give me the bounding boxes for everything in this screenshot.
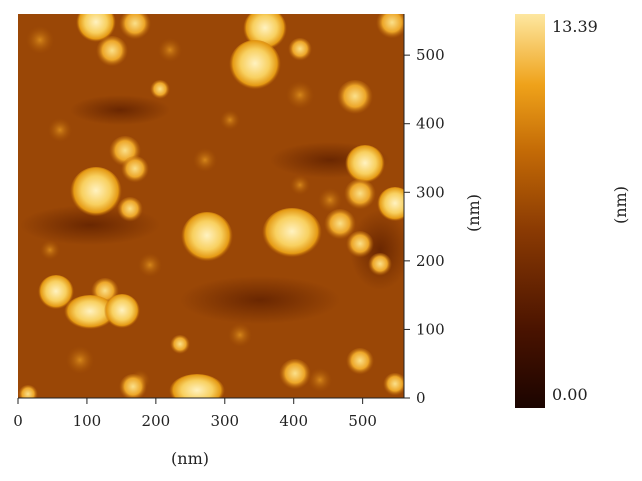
y-tick-label: 0 (416, 389, 426, 407)
x-tick-label: 200 (142, 412, 171, 430)
y-axis: 0 100 200 300 400 500 (nm) (403, 14, 483, 407)
y-axis-label: (nm) (464, 194, 483, 232)
y-tick-label: 100 (416, 320, 445, 338)
x-tick-label: 500 (348, 412, 377, 430)
x-tick-label: 100 (73, 412, 102, 430)
x-tick-label: 300 (210, 412, 239, 430)
colorbar: 13.39 0.00 (nm) (515, 14, 630, 408)
y-tick-label: 300 (416, 183, 445, 201)
afm-height-image (18, 14, 404, 398)
y-tick-label: 500 (416, 46, 445, 64)
x-tick-label: 0 (13, 412, 23, 430)
x-axis-label: (nm) (171, 449, 209, 468)
y-axis-ticks: 0 100 200 300 400 500 (404, 46, 445, 407)
x-axis: 0 100 200 300 400 500 (nm) (13, 397, 404, 468)
colorbar-gradient (515, 14, 545, 408)
x-tick-label: 400 (279, 412, 308, 430)
colorbar-max-label: 13.39 (552, 17, 598, 36)
colorbar-unit-label: (nm) (611, 186, 630, 224)
y-tick-label: 400 (416, 115, 445, 133)
y-tick-label: 200 (416, 252, 445, 270)
x-axis-ticks: 0 100 200 300 400 500 (13, 398, 377, 430)
colorbar-min-label: 0.00 (552, 385, 588, 404)
